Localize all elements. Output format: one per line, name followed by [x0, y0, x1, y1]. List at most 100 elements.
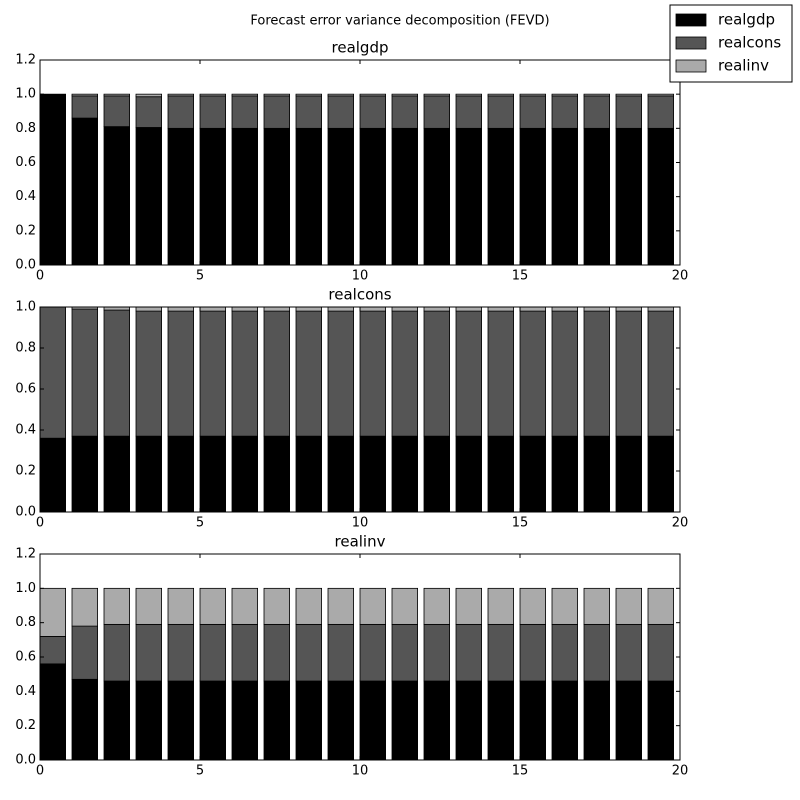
bar-segment	[615, 587, 643, 625]
bar-segment	[391, 435, 419, 513]
bar-segment	[71, 435, 99, 513]
bar-segment	[199, 127, 227, 266]
bar-segment	[487, 306, 515, 312]
bar-segment	[359, 95, 387, 129]
bar-segment	[519, 680, 547, 761]
bar-segment	[199, 435, 227, 513]
bar-segment	[455, 310, 483, 437]
y-tick-label: 0.6	[15, 382, 36, 397]
bar-segment	[39, 437, 67, 513]
bar-segment	[295, 435, 323, 513]
bar-segment	[615, 310, 643, 437]
y-tick-label: 0.4	[15, 189, 36, 204]
bar-segment	[647, 127, 675, 266]
bar-segment	[455, 95, 483, 129]
bar-segment	[551, 93, 579, 97]
bar-segment	[199, 587, 227, 625]
bar-segment	[359, 435, 387, 513]
y-tick-label: 0.2	[15, 464, 36, 479]
bar-segment	[103, 587, 131, 625]
bar-segment	[551, 623, 579, 682]
bar-segment	[295, 93, 323, 97]
bar-segment	[103, 126, 131, 266]
bar-segment	[295, 127, 323, 266]
bar-segment	[71, 93, 99, 97]
bar-segment	[583, 127, 611, 266]
bar-segment	[487, 435, 515, 513]
y-tick-label: 0.2	[15, 718, 36, 733]
bar-segment	[167, 127, 195, 266]
subplot-title: realgdp	[332, 39, 389, 57]
x-tick-label: 10	[352, 269, 369, 284]
bar-segment	[551, 435, 579, 513]
bar-segment	[455, 306, 483, 312]
bar-segment	[583, 310, 611, 437]
x-tick-label: 0	[36, 764, 44, 779]
subplot-title: realcons	[328, 286, 391, 304]
bar-segment	[359, 680, 387, 761]
bar-segment	[135, 93, 163, 98]
bar-segment	[423, 623, 451, 682]
y-tick-label: 0.4	[15, 423, 36, 438]
bar-segment	[135, 587, 163, 625]
y-tick-label: 1.0	[15, 87, 36, 102]
bar-segment	[423, 587, 451, 625]
bar-segment	[199, 680, 227, 761]
bar-segment	[487, 127, 515, 266]
bar-segment	[455, 587, 483, 625]
bar-segment	[295, 680, 323, 761]
bar-segment	[455, 435, 483, 513]
y-tick-label: 0.8	[15, 341, 36, 356]
bar-segment	[167, 435, 195, 513]
bar-segment	[455, 680, 483, 761]
bar-segment	[231, 680, 259, 761]
y-tick-label: 0.0	[15, 505, 36, 520]
bar-segment	[71, 95, 99, 119]
bar-segment	[71, 625, 99, 680]
bar-segment	[391, 95, 419, 129]
bar-segment	[551, 587, 579, 625]
y-tick-label: 0.8	[15, 121, 36, 136]
bar-segment	[359, 310, 387, 437]
bar-segment	[391, 310, 419, 437]
bar-segment	[39, 636, 67, 665]
bar-segment	[647, 93, 675, 97]
bar-segment	[519, 127, 547, 266]
bar-segment	[551, 680, 579, 761]
bar-segment	[71, 308, 99, 437]
bar-segment	[615, 623, 643, 682]
bar-segment	[519, 623, 547, 682]
bar-segment	[487, 93, 515, 97]
y-tick-label: 0.8	[15, 615, 36, 630]
bar-segment	[103, 623, 131, 682]
bar-segment	[231, 95, 259, 129]
x-tick-label: 0	[36, 516, 44, 531]
bar-segment	[583, 435, 611, 513]
bar-segment	[423, 95, 451, 129]
bar-segment	[103, 93, 131, 97]
y-tick-label: 1.2	[15, 53, 36, 68]
bar-segment	[135, 435, 163, 513]
bar-segment	[39, 306, 67, 439]
bar-segment	[135, 680, 163, 761]
y-tick-label: 0.0	[15, 753, 36, 768]
bar-segment	[423, 435, 451, 513]
bar-segment	[327, 587, 355, 625]
bar-segment	[423, 310, 451, 437]
y-tick-label: 0.6	[15, 650, 36, 665]
bar-segment	[231, 310, 259, 437]
bar-segment	[423, 680, 451, 761]
bar-segment	[263, 93, 291, 97]
bar-segment	[199, 306, 227, 312]
bar-segment	[71, 587, 99, 627]
bar-segment	[391, 680, 419, 761]
bar-segment	[39, 663, 67, 761]
y-tick-label: 0.0	[15, 258, 36, 273]
bar-segment	[391, 587, 419, 625]
bar-segment	[615, 93, 643, 97]
bar-segment	[615, 127, 643, 266]
bar-segment	[455, 127, 483, 266]
bar-segment	[103, 309, 131, 437]
bar-segment	[359, 306, 387, 312]
